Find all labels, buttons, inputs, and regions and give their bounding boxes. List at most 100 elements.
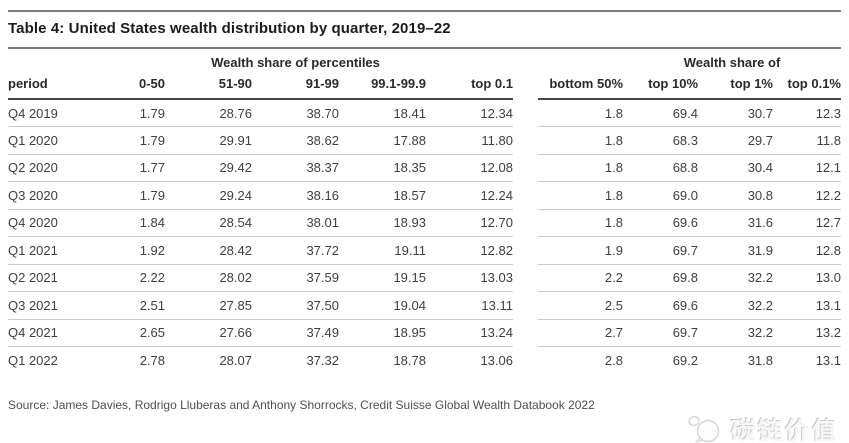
value-cell: 1.79 xyxy=(78,181,165,209)
table-row: Q2 2021 2.22 28.02 37.59 19.15 13.03 xyxy=(8,263,513,292)
period-cell: Q4 2020 xyxy=(8,208,78,237)
value-cell: 28.76 xyxy=(219,105,252,121)
period-cell: Q1 2020 xyxy=(8,126,78,154)
table-row: Q2 2020 1.77 29.42 38.37 18.35 12.08 xyxy=(8,153,513,182)
percentiles-table: Wealth share of percentiles period 0-50 … xyxy=(8,49,513,374)
value-cell: 37.50 xyxy=(252,291,339,319)
value-cell: 28.54 xyxy=(165,208,252,237)
value-cell: 11.8 xyxy=(773,126,841,154)
table-row: 1.9 69.7 31.9 12.8 xyxy=(538,236,841,264)
period-cell: Q4 2021 xyxy=(8,318,78,347)
value-cell: 68.3 xyxy=(623,126,698,154)
period-cell: Q2 2020 xyxy=(8,153,78,182)
table-row: Q3 2020 1.79 29.24 38.16 18.57 12.24 xyxy=(8,181,513,209)
value-cell: 2.22 xyxy=(78,263,165,292)
value-cell: 38.16 xyxy=(252,181,339,209)
column-header-top-0-1-pct: top 0.1% xyxy=(773,72,841,100)
value-cell: 1.77 xyxy=(78,153,165,182)
value-cell: 37.32 xyxy=(252,346,339,374)
top-rule xyxy=(8,10,841,12)
speech-bubble-logo-icon xyxy=(688,415,720,443)
period-cell: Q3 2020 xyxy=(8,181,78,209)
value-cell: 69.8 xyxy=(623,263,698,292)
value-cell: 69.0 xyxy=(623,181,698,209)
value-cell: 69.7 xyxy=(623,318,698,347)
value-cell: 28.02 xyxy=(165,263,252,292)
value-cell: 2.8 xyxy=(538,346,623,374)
value-cell: 12.70 xyxy=(426,208,513,237)
document-page: Table 4: United States wealth distributi… xyxy=(0,10,849,443)
value-cell: 29.42 xyxy=(165,153,252,182)
wealth-share-table: Wealth share of bottom 50% top 10% top 1… xyxy=(538,49,841,374)
value-cell: 31.6 xyxy=(698,208,773,237)
value-cell: 1.8 xyxy=(538,181,623,209)
table-row: Q1 2020 1.79 29.91 38.62 17.88 11.80 xyxy=(8,126,513,154)
value-cell: 29.91 xyxy=(165,126,252,154)
value-cell: 12.24 xyxy=(426,181,513,209)
watermark-text: 碳链价值 xyxy=(731,418,839,443)
value-cell: 13.1 xyxy=(773,346,841,374)
value-cell: 19.15 xyxy=(339,263,426,292)
value-cell: 1.8 xyxy=(538,153,623,182)
table-row: 1.8 69.0 30.8 12.2 xyxy=(538,181,841,209)
value-cell: 28.07 xyxy=(165,346,252,374)
value-cell: 12.1 xyxy=(773,153,841,182)
value-cell: 13.1 xyxy=(773,291,841,319)
wealth-table: Wealth share of percentiles period 0-50 … xyxy=(8,49,841,374)
value-cell: 68.8 xyxy=(623,153,698,182)
value-cell: 69.7 xyxy=(623,236,698,264)
column-header-51-90: 51-90 xyxy=(165,72,252,100)
value-cell: 1.92 xyxy=(78,236,165,264)
value-cell: 12.3 xyxy=(815,105,841,121)
group-header-row: Wealth share of xyxy=(538,49,841,72)
value-cell: 2.2 xyxy=(538,263,623,292)
column-header-91-99: 91-99 xyxy=(252,72,339,100)
value-cell: 18.93 xyxy=(339,208,426,237)
table-row: 1.8 68.3 29.7 11.8 xyxy=(538,126,841,154)
value-cell: 38.62 xyxy=(252,126,339,154)
value-cell: 30.7 xyxy=(747,105,773,121)
value-cell: 12.82 xyxy=(426,236,513,264)
value-cell: 1.9 xyxy=(538,236,623,264)
table-row: 2.2 69.8 32.2 13.0 xyxy=(538,263,841,292)
value-cell: 18.78 xyxy=(339,346,426,374)
value-cell: 13.2 xyxy=(773,318,841,347)
value-cell: 38.70 xyxy=(306,105,339,121)
value-cell: 12.08 xyxy=(426,153,513,182)
table-row: Q1 2021 1.92 28.42 37.72 19.11 12.82 xyxy=(8,236,513,264)
value-cell: 37.72 xyxy=(252,236,339,264)
right-group-header: Wealth share of xyxy=(683,55,781,70)
period-cell: Q1 2022 xyxy=(8,346,78,374)
value-cell: 1.79 xyxy=(78,126,165,154)
value-cell: 1.84 xyxy=(78,208,165,237)
group-header-spacer xyxy=(538,49,623,72)
value-cell: 18.57 xyxy=(339,181,426,209)
value-cell: 17.88 xyxy=(339,126,426,154)
value-cell: 12.7 xyxy=(773,208,841,237)
value-cell: 11.80 xyxy=(426,126,513,154)
table-row: 2.7 69.7 32.2 13.2 xyxy=(538,318,841,347)
value-cell: 2.78 xyxy=(78,346,165,374)
value-cell: 13.06 xyxy=(426,346,513,374)
value-cell: 31.9 xyxy=(698,236,773,264)
column-header-top-1: top 1% xyxy=(698,72,773,100)
value-cell: 32.2 xyxy=(698,263,773,292)
value-cell: 69.4 xyxy=(672,105,698,121)
value-cell: 2.5 xyxy=(538,291,623,319)
left-group-header: Wealth share of percentiles xyxy=(211,55,380,70)
table-row: 1.8 68.8 30.4 12.1 xyxy=(538,153,841,182)
title-rule xyxy=(8,47,841,49)
table-row: Q4 2019 1.79 28.76 38.70 18.41 12.34 xyxy=(8,99,513,127)
source-text: Source: James Davies, Rodrigo Lluberas a… xyxy=(8,398,595,412)
table-row: Q3 2021 2.51 27.85 37.50 19.04 13.11 xyxy=(8,291,513,319)
column-header-period: period xyxy=(8,72,78,100)
table-row: 2.8 69.2 31.8 13.1 xyxy=(538,346,841,374)
value-cell: 38.37 xyxy=(252,153,339,182)
table-row: Q4 2021 2.65 27.66 37.49 18.95 13.24 xyxy=(8,318,513,347)
value-cell: 13.11 xyxy=(426,291,513,319)
value-cell: 32.2 xyxy=(698,291,773,319)
value-cell: 69.2 xyxy=(623,346,698,374)
table-row: Q4 2020 1.84 28.54 38.01 18.93 12.70 xyxy=(8,208,513,237)
value-cell: 29.7 xyxy=(698,126,773,154)
value-cell: 27.66 xyxy=(165,318,252,347)
